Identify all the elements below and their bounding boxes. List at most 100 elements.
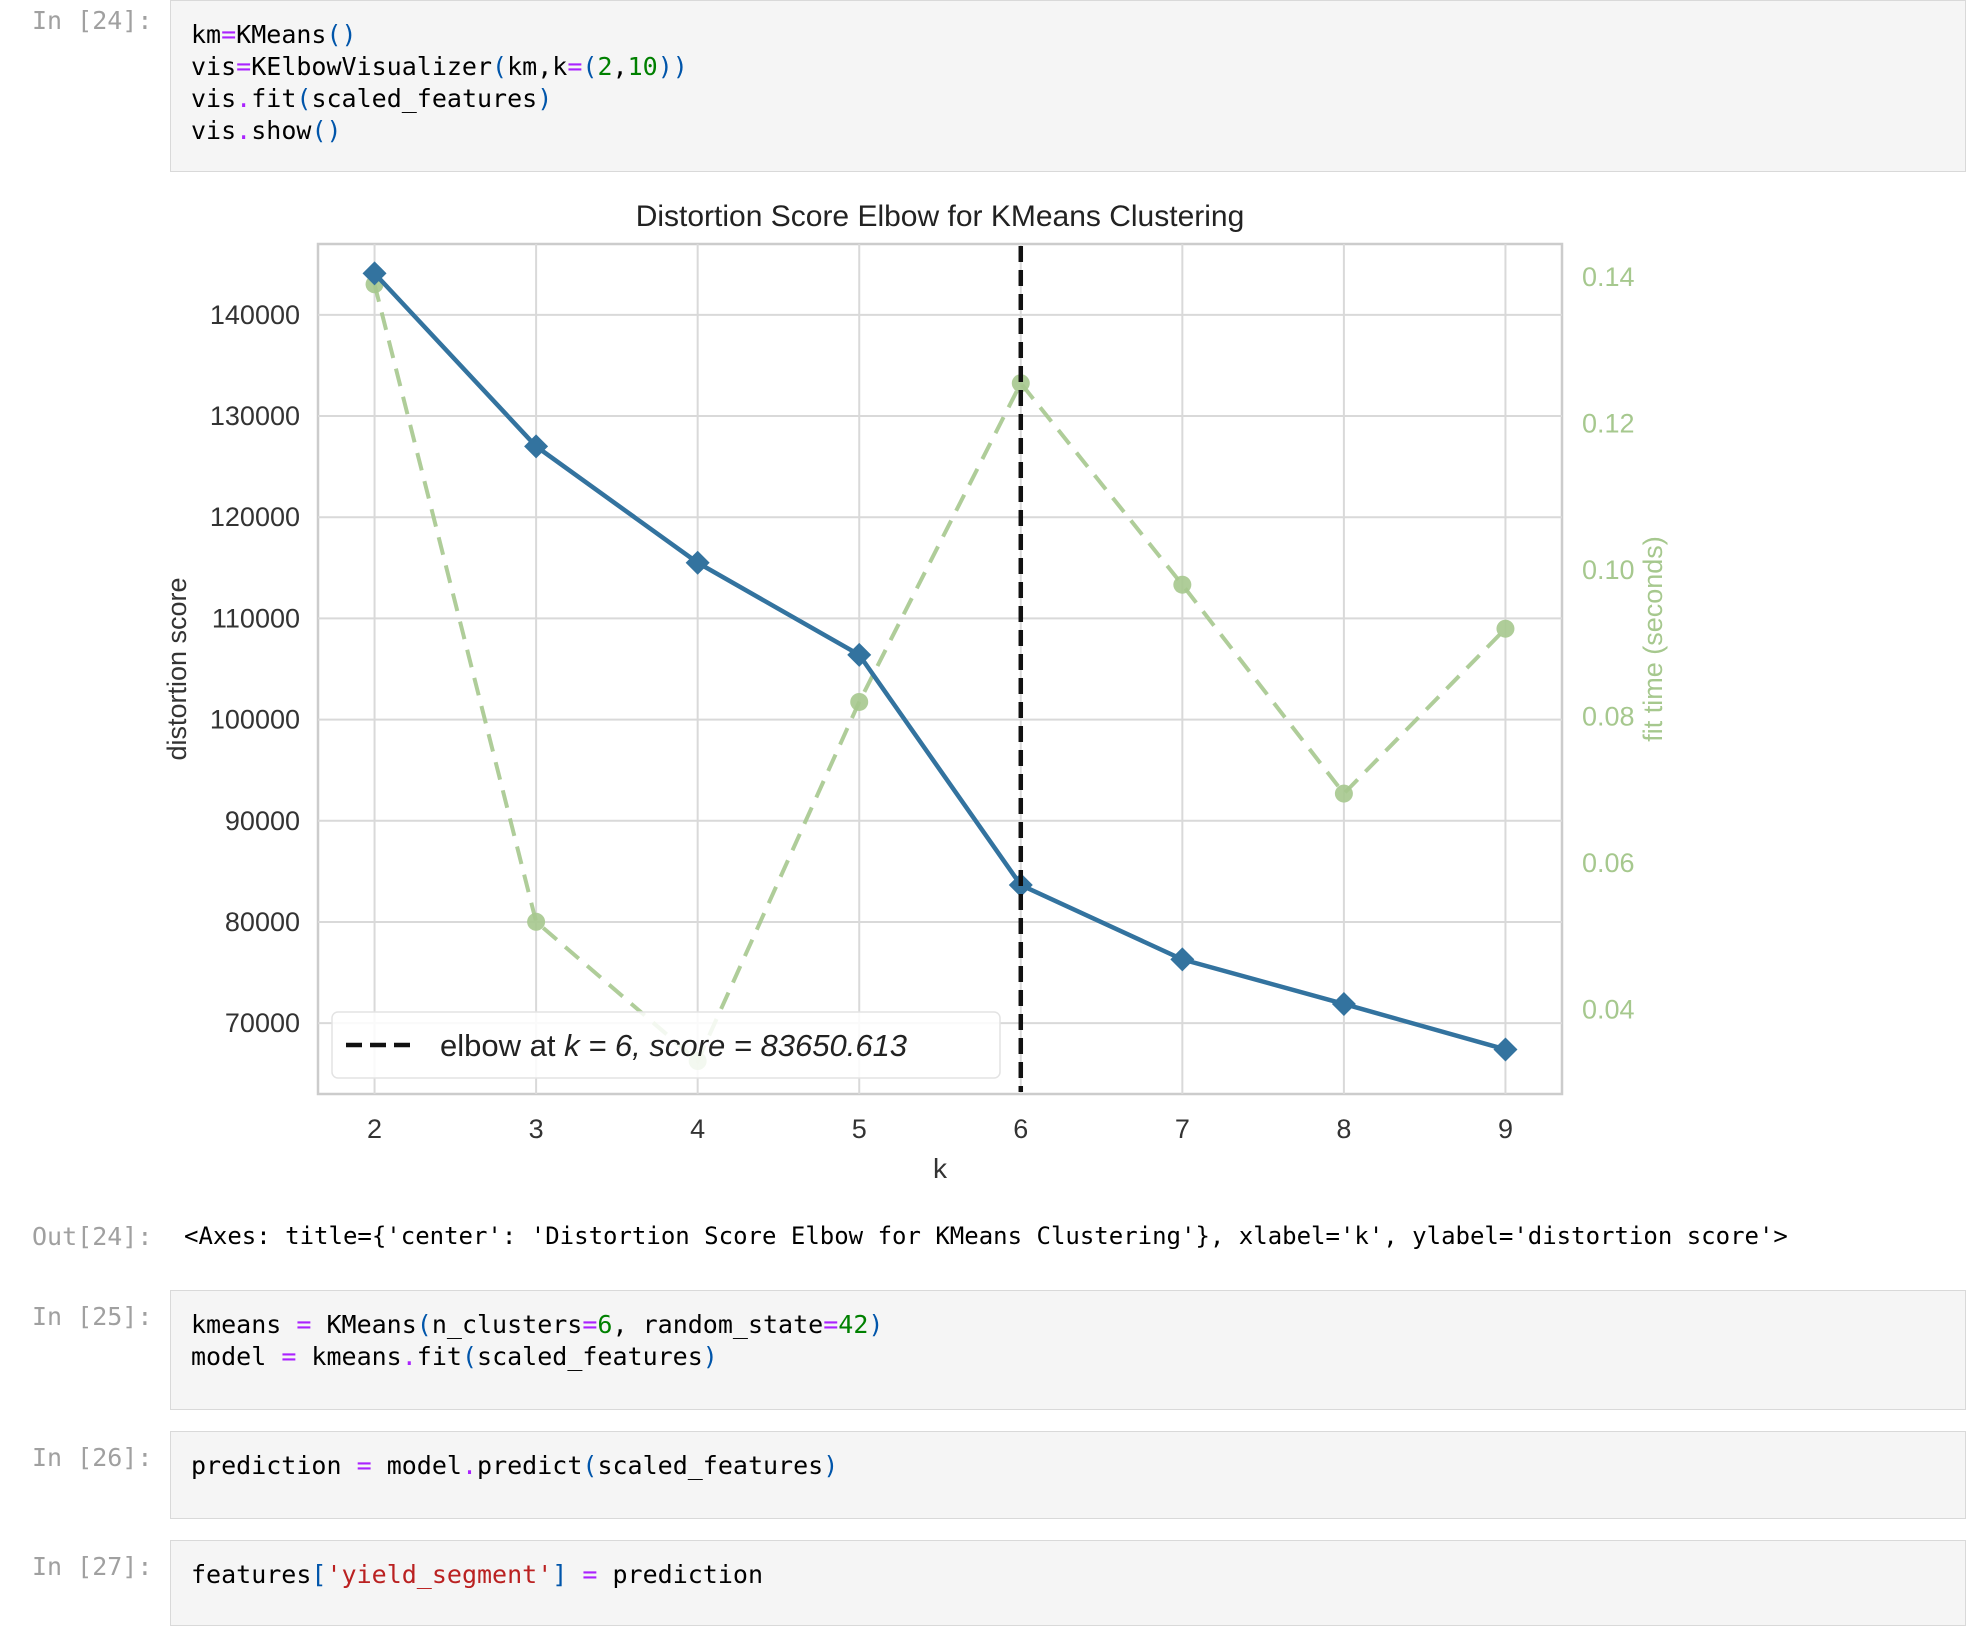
code-token: () <box>311 116 342 145</box>
y-tick-label: 90000 <box>225 806 300 836</box>
code-token: 6 <box>597 1310 613 1339</box>
code-token: [ <box>311 1560 327 1589</box>
code-token: ( <box>582 52 598 81</box>
code-token: KMeans <box>311 1310 417 1339</box>
legend-label-part: elbow at <box>440 1028 564 1063</box>
code-token: vis <box>191 116 237 145</box>
code-token: 42 <box>838 1310 869 1339</box>
code-token: ( <box>492 52 508 81</box>
code-token: . <box>461 1451 478 1480</box>
code-token: scaled_features <box>477 1342 703 1371</box>
code-cell-24[interactable]: km=KMeans() vis=KElbowVisualizer(km,k=(2… <box>170 0 1966 172</box>
legend-label-part: k = 6, <box>564 1028 649 1063</box>
code-token <box>567 1560 582 1589</box>
code-line: prediction = model.predict(scaled_featur… <box>191 1451 838 1480</box>
chart-grid <box>316 242 1564 1096</box>
code-cell-26[interactable]: prediction = model.predict(scaled_featur… <box>170 1431 1966 1519</box>
output-prompt-24: Out[24]: <box>32 1222 153 1251</box>
code-token: ( <box>582 1451 598 1480</box>
cell-prompt-25: In [25]: <box>32 1302 153 1331</box>
code-token: ) <box>537 84 553 113</box>
code-editor-27[interactable]: features['yield_segment'] = prediction <box>191 1559 763 1591</box>
code-token: km <box>191 20 222 49</box>
code-token: = <box>296 1310 312 1339</box>
code-token: prediction <box>191 1451 357 1480</box>
x-tick-label: 4 <box>690 1114 705 1144</box>
distortion-point <box>1170 947 1195 972</box>
y-tick-label: 100000 <box>210 705 300 735</box>
x-axis-label: k <box>933 1153 948 1184</box>
code-cell-27[interactable]: features['yield_segment'] = prediction <box>170 1540 1966 1626</box>
fit-time-point <box>527 912 546 931</box>
code-token: ( <box>296 84 312 113</box>
fit-time-point <box>1173 575 1192 594</box>
code-line: km=KMeans() <box>191 20 357 49</box>
code-token: vis <box>191 84 237 113</box>
distortion-point <box>1493 1037 1518 1062</box>
x-tick-label: 9 <box>1498 1114 1513 1144</box>
code-token: vis <box>191 52 237 81</box>
code-line: model = kmeans.fit(scaled_features) <box>191 1342 718 1371</box>
legend-label-part: score = 83650.613 <box>649 1028 907 1063</box>
code-line: features['yield_segment'] = prediction <box>191 1560 763 1589</box>
fit-time-point <box>1011 374 1030 393</box>
code-token: = <box>221 20 237 49</box>
code-line: kmeans = KMeans(n_clusters=6, random_sta… <box>191 1310 883 1339</box>
plot-frame <box>316 242 1564 1096</box>
fit-time-point <box>850 692 869 711</box>
y-tick-label: 140000 <box>210 300 300 330</box>
x-tick-label: 7 <box>1175 1114 1190 1144</box>
y-tick-label: 70000 <box>225 1008 300 1038</box>
output-text-24: <Axes: title={'center': 'Distortion Scor… <box>184 1222 1788 1250</box>
legend-label: elbow at k = 6, score = 83650.613 <box>440 1028 907 1063</box>
code-token: kmeans <box>191 1310 297 1339</box>
fit-time-point <box>1334 784 1353 803</box>
code-token: ] <box>552 1560 568 1589</box>
code-token: = <box>281 1342 297 1371</box>
code-token: n_clusters <box>431 1310 583 1339</box>
code-token: kmeans <box>296 1342 402 1371</box>
code-token: = <box>356 1451 372 1480</box>
code-token: = <box>582 1560 598 1589</box>
x-tick-label: 6 <box>1013 1114 1028 1144</box>
y2-tick-label: 0.06 <box>1582 848 1635 878</box>
distortion-point <box>685 550 710 575</box>
code-token: = <box>582 1310 598 1339</box>
code-editor-25[interactable]: kmeans = KMeans(n_clusters=6, random_sta… <box>191 1309 883 1373</box>
y2-tick-label: 0.08 <box>1582 702 1635 732</box>
code-token: model <box>191 1342 282 1371</box>
code-token: ) <box>702 1342 718 1371</box>
code-token: ) <box>868 1310 884 1339</box>
cell-prompt-26: In [26]: <box>32 1443 153 1472</box>
code-editor-24[interactable]: km=KMeans() vis=KElbowVisualizer(km,k=(2… <box>191 19 688 147</box>
code-token: KElbowVisualizer <box>251 52 493 81</box>
fit-time-point <box>1496 619 1515 638</box>
y2-tick-label: 0.14 <box>1582 262 1635 292</box>
code-token: = <box>823 1310 839 1339</box>
cell-prompt-27: In [27]: <box>32 1552 153 1581</box>
code-cell-25[interactable]: kmeans = KMeans(n_clusters=6, random_sta… <box>170 1290 1966 1410</box>
code-line: vis=KElbowVisualizer(km,k=(2,10)) <box>191 52 688 81</box>
elbow-chart: 2 3 4 5 6 7 8 9 70000 80000 90000 100000 110000 12000… <box>162 200 1668 1184</box>
x-tick-label: 8 <box>1336 1114 1351 1144</box>
distortion-series <box>362 261 1518 1062</box>
code-token: 10 <box>627 52 658 81</box>
code-token: fit <box>416 1342 462 1371</box>
code-token: scaled_features <box>597 1451 824 1480</box>
code-token: 2 <box>597 52 613 81</box>
code-token: model <box>371 1451 462 1480</box>
code-token: ( <box>461 1342 478 1371</box>
code-token: KMeans <box>236 20 327 49</box>
distortion-point <box>524 434 549 459</box>
code-token: . <box>236 116 252 145</box>
x-tick-label: 2 <box>367 1114 382 1144</box>
code-token: = <box>236 52 252 81</box>
y2-tick-label: 0.04 <box>1582 995 1635 1025</box>
code-editor-26[interactable]: prediction = model.predict(scaled_featur… <box>191 1450 838 1482</box>
code-token: predict <box>477 1451 583 1480</box>
code-token: 'yield_segment' <box>326 1560 553 1589</box>
code-token: = <box>567 52 583 81</box>
distortion-point <box>1331 991 1356 1016</box>
chart-title: Distortion Score Elbow for KMeans Cluste… <box>636 200 1245 233</box>
code-token: show <box>251 116 312 145</box>
